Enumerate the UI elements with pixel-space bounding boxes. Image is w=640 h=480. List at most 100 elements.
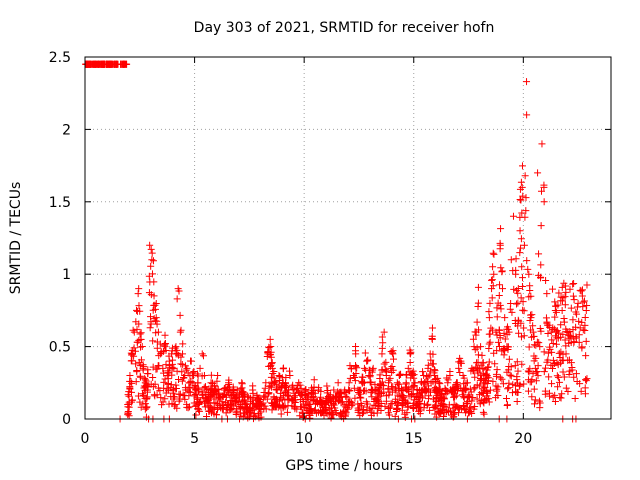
data-point <box>483 387 491 395</box>
data-point <box>517 196 525 204</box>
data-point <box>176 311 184 319</box>
data-point <box>270 374 278 382</box>
data-point <box>185 379 193 387</box>
data-point <box>484 363 492 371</box>
data-point <box>165 352 173 360</box>
data-point <box>204 398 212 406</box>
data-point <box>548 336 556 344</box>
data-point <box>449 393 457 401</box>
data-point <box>524 265 532 273</box>
data-point <box>527 292 535 300</box>
data-point <box>396 370 404 378</box>
data-point <box>127 349 135 357</box>
data-point <box>528 378 536 386</box>
data-point <box>383 367 391 375</box>
data-point <box>225 400 233 408</box>
data-point <box>456 354 464 362</box>
data-point <box>470 343 478 351</box>
data-point <box>133 338 141 346</box>
data-point <box>267 353 275 361</box>
data-point <box>138 343 146 351</box>
data-point <box>534 169 542 177</box>
x-tick-label: 0 <box>81 431 90 447</box>
data-point <box>559 350 567 358</box>
data-point <box>397 385 405 393</box>
data-point <box>462 386 470 394</box>
data-point <box>230 402 238 410</box>
data-point <box>427 379 435 387</box>
data-point <box>371 381 379 389</box>
data-point <box>569 292 577 300</box>
data-point <box>547 361 555 369</box>
data-point <box>543 319 551 327</box>
data-point <box>481 383 489 391</box>
data-point <box>376 371 384 379</box>
data-point <box>360 408 368 416</box>
data-point <box>567 339 575 347</box>
data-point <box>530 385 538 393</box>
data-point <box>474 302 482 310</box>
data-point <box>489 282 497 290</box>
data-point <box>362 387 370 395</box>
data-point <box>232 409 240 417</box>
data-point <box>175 375 183 383</box>
data-point <box>225 376 233 384</box>
data-point <box>582 352 590 360</box>
data-point <box>530 333 538 341</box>
data-point <box>570 373 578 381</box>
data-point <box>241 398 249 406</box>
data-point <box>230 391 238 399</box>
data-point <box>327 414 335 422</box>
data-point <box>515 329 523 337</box>
data-point <box>442 387 450 395</box>
data-point <box>241 409 249 417</box>
data-point <box>515 317 523 325</box>
data-point <box>352 363 360 371</box>
data-point <box>171 402 179 410</box>
data-point <box>408 390 416 398</box>
data-point <box>353 364 361 372</box>
data-point <box>325 395 333 403</box>
data-point <box>516 196 524 204</box>
data-point <box>213 377 221 385</box>
x-tick-label: 10 <box>295 431 313 447</box>
data-point <box>518 162 526 170</box>
data-point <box>531 400 539 408</box>
data-point <box>361 349 369 357</box>
y-tick-label: 2 <box>62 122 71 138</box>
data-point <box>229 397 237 405</box>
data-point <box>273 395 281 403</box>
data-point <box>141 376 149 384</box>
data-point <box>136 362 144 370</box>
data-point <box>364 357 372 365</box>
data-point <box>488 276 496 284</box>
data-point <box>367 386 375 394</box>
data-point <box>492 382 500 390</box>
data-point <box>491 360 499 368</box>
data-point <box>496 301 504 309</box>
data-point <box>408 369 416 377</box>
data-point <box>462 406 470 414</box>
data-point <box>518 263 526 271</box>
data-point <box>351 373 359 381</box>
data-point <box>271 399 279 407</box>
data-point <box>193 370 201 378</box>
data-point <box>501 314 509 322</box>
data-point <box>463 400 471 408</box>
data-point <box>516 227 524 235</box>
data-point <box>540 348 548 356</box>
data-point <box>262 379 270 387</box>
data-point <box>146 324 154 332</box>
data-point <box>177 360 185 368</box>
data-point <box>195 400 203 408</box>
data-point <box>172 381 180 389</box>
data-point <box>429 350 437 358</box>
data-point <box>238 384 246 392</box>
data-point <box>316 397 324 405</box>
data-point <box>164 375 172 383</box>
data-point <box>489 377 497 385</box>
x-axis-ticks: 0 5 10 15 20 <box>81 57 532 447</box>
data-point <box>395 380 403 388</box>
data-point <box>298 391 306 399</box>
data-point <box>485 314 493 322</box>
